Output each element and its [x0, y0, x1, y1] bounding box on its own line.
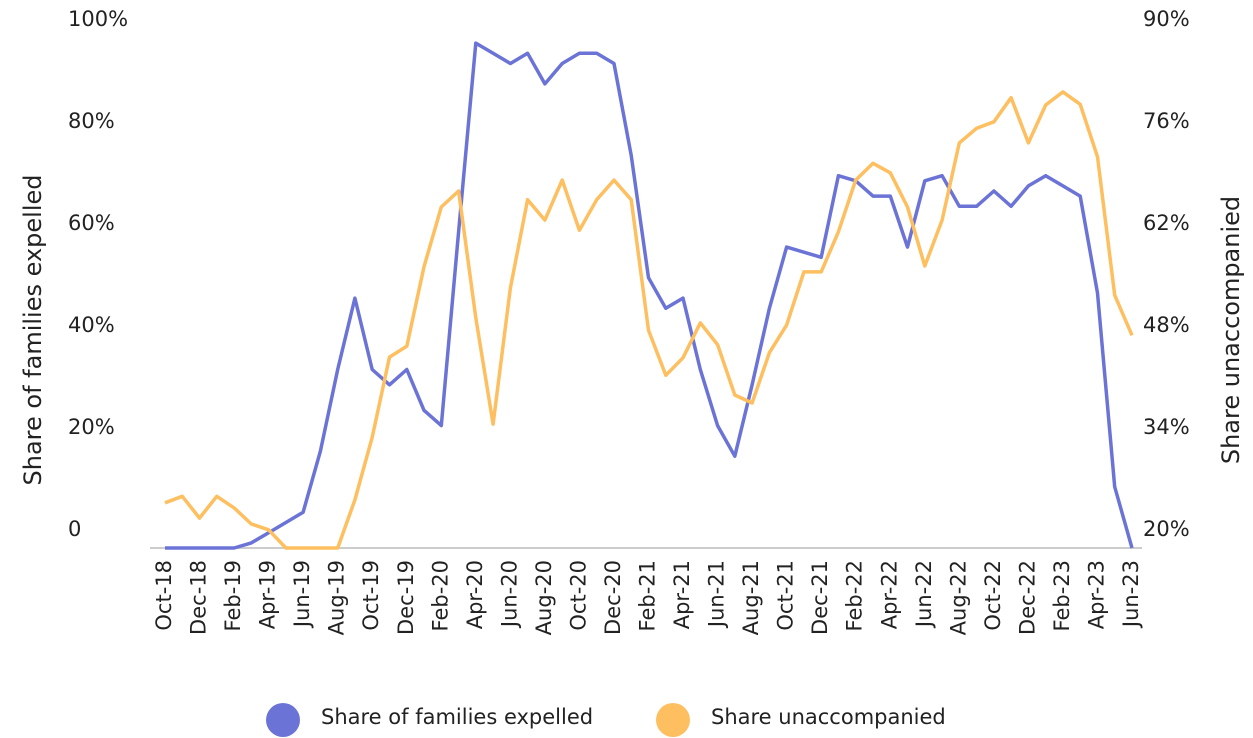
x-tick-label: Dec-18 [187, 560, 211, 635]
x-tick-label: Jun-19 [290, 560, 314, 629]
x-tick-label: Jun-20 [497, 560, 521, 629]
x-tick-label: Apr-19 [256, 560, 280, 629]
x-tick-label: Apr-23 [1084, 560, 1108, 629]
legend-swatch [266, 703, 300, 737]
x-tick-label: Apr-20 [463, 560, 487, 629]
y2-tick-label: 34% [1143, 415, 1190, 439]
x-tick-label: Aug-21 [739, 560, 763, 635]
x-tick-label: Dec-21 [808, 560, 832, 635]
x-tick-label: Feb-20 [428, 560, 452, 631]
x-tick-label: Dec-19 [394, 560, 418, 635]
x-tick-label: Dec-22 [1015, 560, 1039, 635]
y2-axis-label: Share unaccompanied [1217, 196, 1245, 464]
x-tick-label: Apr-22 [877, 560, 901, 629]
y2-tick-label: 76% [1143, 109, 1190, 133]
x-tick-label: Aug-19 [325, 560, 349, 635]
y2-tick-label: 48% [1143, 313, 1190, 337]
x-tick-label: Feb-19 [221, 560, 245, 631]
x-tick-label: Feb-21 [636, 560, 660, 631]
y2-tick-label: 62% [1143, 211, 1190, 235]
legend-label: Share unaccompanied [711, 705, 946, 729]
y-tick-label: 60% [68, 211, 115, 235]
y-tick-label: 100% [68, 7, 128, 31]
series-line [165, 41, 1134, 550]
x-tick-label: Apr-21 [670, 560, 694, 629]
x-tick-label: Oct-18 [152, 560, 176, 631]
x-tick-label: Feb-23 [1050, 560, 1074, 631]
x-tick-label: Jun-22 [912, 560, 936, 629]
x-tick-label: Oct-22 [981, 560, 1005, 631]
y-axis-label: Share of families expelled [19, 175, 47, 486]
x-tick-label: Jun-21 [705, 560, 729, 629]
y-tick-label: 80% [68, 109, 115, 133]
y-tick-label: 20% [68, 415, 115, 439]
x-tick-label: Oct-21 [774, 560, 798, 631]
x-tick-label: Dec-20 [601, 560, 625, 635]
x-tick-label: Oct-19 [359, 560, 383, 631]
y-tick-label: 40% [68, 313, 115, 337]
y2-tick-label: 90% [1143, 7, 1190, 31]
y2-tick-label: 20% [1143, 517, 1190, 541]
legend-label: Share of families expelled [321, 705, 593, 729]
x-tick-label: Jun-23 [1119, 560, 1143, 629]
y-tick-label: 0 [68, 517, 81, 541]
x-tick-label: Aug-22 [946, 560, 970, 635]
x-tick-label: Oct-20 [566, 560, 590, 631]
series-line [164, 90, 1134, 550]
x-tick-label: Feb-22 [843, 560, 867, 631]
x-tick-label: Aug-20 [532, 560, 556, 635]
legend-swatch [656, 703, 690, 737]
